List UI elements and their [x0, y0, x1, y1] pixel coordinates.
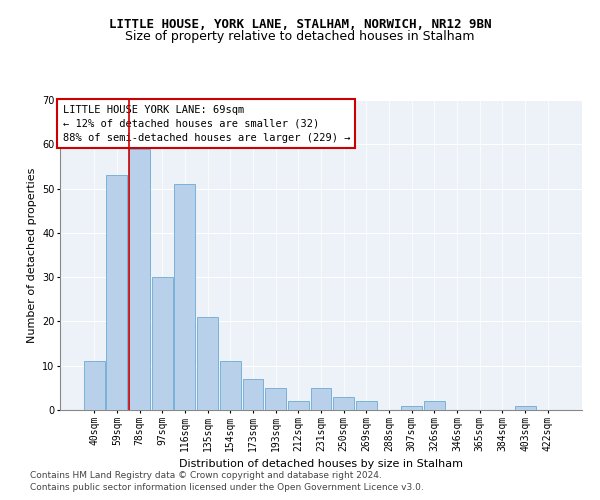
Bar [288, 401, 309, 410]
Bar [220, 362, 241, 410]
Bar [515, 406, 536, 410]
Bar [152, 277, 173, 410]
Text: LITTLE HOUSE, YORK LANE, STALHAM, NORWICH, NR12 9BN: LITTLE HOUSE, YORK LANE, STALHAM, NORWIC… [109, 18, 491, 30]
Bar [242, 379, 263, 410]
Text: Size of property relative to detached houses in Stalham: Size of property relative to detached ho… [125, 30, 475, 43]
Bar [129, 148, 150, 410]
Bar [333, 396, 354, 410]
Bar [424, 401, 445, 410]
Text: Contains public sector information licensed under the Open Government Licence v3: Contains public sector information licen… [30, 484, 424, 492]
X-axis label: Distribution of detached houses by size in Stalham: Distribution of detached houses by size … [179, 459, 463, 469]
Text: Contains HM Land Registry data © Crown copyright and database right 2024.: Contains HM Land Registry data © Crown c… [30, 471, 382, 480]
Bar [311, 388, 331, 410]
Bar [265, 388, 286, 410]
Bar [401, 406, 422, 410]
Bar [356, 401, 377, 410]
Bar [106, 176, 127, 410]
Bar [84, 362, 104, 410]
Bar [197, 317, 218, 410]
Y-axis label: Number of detached properties: Number of detached properties [26, 168, 37, 342]
Text: LITTLE HOUSE YORK LANE: 69sqm
← 12% of detached houses are smaller (32)
88% of s: LITTLE HOUSE YORK LANE: 69sqm ← 12% of d… [62, 104, 350, 142]
Bar [175, 184, 196, 410]
